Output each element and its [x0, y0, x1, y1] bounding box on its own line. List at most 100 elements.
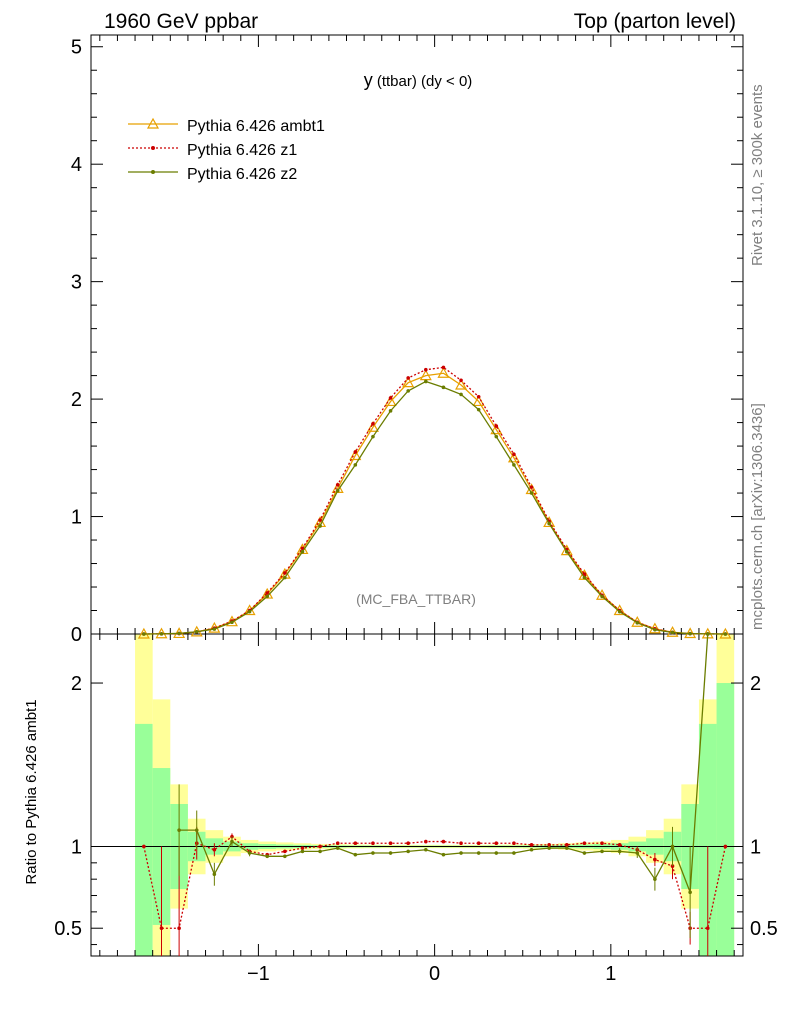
ratio-z1-point: [300, 846, 305, 850]
point-2: [194, 629, 199, 634]
point-2: [564, 549, 569, 554]
point-2: [459, 392, 463, 397]
ratio-z1-point: [617, 843, 622, 847]
main-y-tick-label: 1: [71, 507, 82, 529]
ratio-z2-point: [441, 852, 446, 857]
plot-title-main: y: [364, 70, 373, 90]
main-y-tick-label: 4: [71, 154, 82, 176]
ratio-z2-point: [212, 872, 217, 877]
ratio-z1-point: [600, 841, 604, 846]
point-2: [142, 632, 146, 636]
ratio-bands: [135, 634, 735, 956]
ratio-z1-point: [441, 839, 446, 844]
point-1: [476, 394, 481, 399]
ratio-z2-point: [494, 851, 499, 855]
ratio-z2-point: [300, 849, 305, 854]
ratio-z2-point: [194, 828, 199, 832]
legend-marker-z1: [151, 146, 155, 150]
ratio-z2-point: [406, 849, 410, 854]
point-2: [476, 407, 481, 412]
ratio-z1-point: [459, 841, 463, 846]
point-2: [723, 632, 728, 636]
ratio-z2-point: [247, 851, 252, 855]
rivet-label: Rivet 3.1.10, ≥ 300k events: [749, 84, 766, 266]
ratio-z2-point: [617, 849, 622, 854]
ratio-z1-point: [723, 844, 728, 849]
point-2: [512, 463, 516, 467]
point-2: [300, 549, 305, 554]
main-y-tick-label: 3: [71, 272, 82, 294]
point-2: [335, 488, 340, 493]
legend-marker-ambt1: [146, 117, 160, 129]
ratio-y-tick-label-right: 1: [750, 836, 761, 858]
header-left: 1960 GeV ppbar: [104, 10, 258, 33]
point-1: [388, 396, 393, 400]
point-2: [388, 409, 393, 413]
point-1: [424, 367, 428, 372]
ratio-z2-point: [459, 851, 463, 855]
point-ambt1: [507, 451, 520, 463]
point-1: [582, 572, 587, 576]
point-ambt1: [455, 378, 468, 390]
band-inner-rect: [716, 683, 735, 956]
ratio-z2-point: [582, 851, 587, 855]
point-2: [283, 575, 287, 580]
x-tick-label: −1: [247, 963, 270, 985]
legend-label-ambt1: Pythia 6.426 ambt1: [187, 118, 325, 135]
main-y-tick-label: 2: [71, 389, 82, 411]
ratio-y-tick-label-right: 0.5: [750, 918, 778, 940]
point-2: [353, 463, 358, 467]
analysis-label: (MC_FBA_TTBAR): [356, 591, 476, 607]
point-2: [230, 620, 234, 625]
point-1: [441, 365, 446, 370]
ratio-z2-point: [547, 846, 551, 850]
ratio-z1-line: [143, 835, 727, 929]
header-right: Top (parton level): [574, 10, 736, 33]
point-2: [582, 575, 587, 580]
ratio-z2-point: [388, 851, 393, 855]
ratio-z2-point: [177, 828, 181, 832]
ratio-z1-point: [512, 841, 516, 846]
ratio-z2-point: [529, 847, 534, 852]
main-panel: [90, 34, 744, 956]
point-2: [494, 434, 499, 439]
main-y-tick-label: 5: [71, 37, 82, 59]
point-ambt1: [437, 367, 450, 378]
series-line-2: [143, 380, 726, 635]
point-ambt1: [384, 395, 397, 407]
ratio-z1-point: [159, 926, 164, 931]
ratio-z2-point: [670, 844, 675, 849]
legend-marker-z2: [151, 170, 155, 174]
point-2: [653, 627, 657, 632]
point-1: [353, 450, 358, 454]
ratio-z1-point: [212, 847, 217, 852]
point-1: [318, 518, 322, 522]
point-2: [529, 491, 534, 495]
ratio-series: [142, 632, 728, 956]
ratio-z2-point: [371, 851, 375, 855]
ratio-y-tick-label-left: 1: [71, 836, 82, 858]
point-ambt1: [349, 449, 362, 461]
point-ambt1: [402, 376, 415, 388]
band-inner-rect: [698, 723, 717, 956]
ratio-z2-point: [476, 851, 481, 855]
ratio-z2-point: [265, 854, 270, 859]
point-2: [159, 632, 164, 636]
point-ambt1: [419, 369, 432, 381]
ratio-z2-point: [564, 846, 569, 850]
ratio-z2-point: [688, 890, 692, 895]
ratio-z1-point: [406, 841, 410, 846]
ratio-z1-point: [476, 841, 481, 846]
x-tick-label: 1: [605, 963, 616, 985]
ratio-z1-point: [353, 841, 358, 846]
point-ambt1: [596, 589, 609, 600]
series-line-1: [143, 366, 726, 635]
ratio-z2-point: [353, 852, 358, 857]
ratio-z2-point: [512, 851, 516, 855]
main-y-tick-label: 0: [71, 624, 82, 646]
ratio-y-tick-label-right: 2: [750, 673, 761, 695]
ratio-z1-point: [494, 841, 499, 846]
point-1: [371, 421, 375, 426]
point-ambt1: [366, 421, 379, 432]
